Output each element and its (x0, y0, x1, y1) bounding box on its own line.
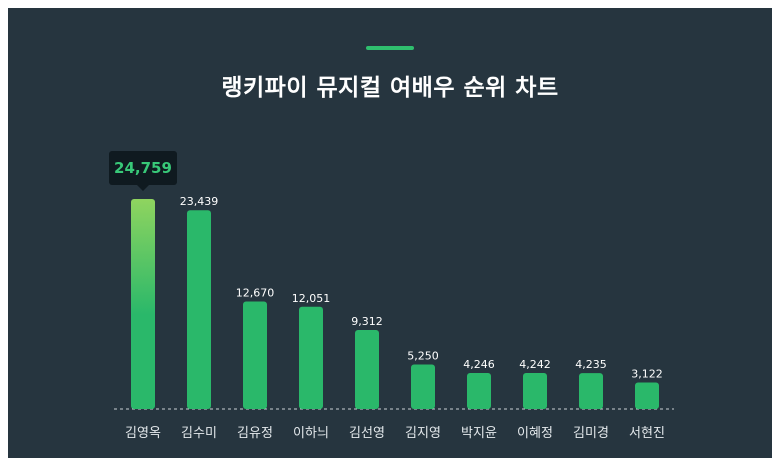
bar-5 (411, 364, 435, 409)
bar-7 (523, 373, 547, 409)
category-label: 김수미 (181, 426, 217, 441)
category-label: 이하늬 (293, 426, 329, 441)
tooltip-pointer (137, 185, 149, 191)
bar-8 (579, 373, 603, 409)
bar-value-label: 4,246 (463, 358, 495, 371)
bar-chart: 24,759 김영옥 23,439 김수미 12,670 김유정 12,051 이하늬 9,31… (109, 151, 674, 441)
category-label: 서현진 (629, 426, 665, 441)
category-label: 김선영 (349, 426, 385, 441)
bar-value-label: 23,439 (180, 195, 219, 208)
category-label: 김유정 (237, 426, 273, 441)
bar-value-label: 12,670 (236, 287, 275, 300)
bar-1 (187, 210, 211, 409)
category-label: 김미경 (573, 426, 609, 441)
title-accent-bar (366, 46, 414, 50)
bar-value-label: 4,242 (519, 358, 551, 371)
category-label: 김영옥 (125, 426, 161, 441)
bar-3 (299, 306, 323, 409)
category-label: 이혜정 (517, 426, 553, 441)
category-label: 김지영 (405, 426, 441, 441)
bar-4 (355, 330, 379, 409)
bar-value-label: 9,312 (351, 315, 383, 328)
bar-value-label: 3,122 (631, 368, 663, 381)
bar-0 (131, 199, 155, 409)
bar-2 (243, 301, 267, 409)
chart-panel: 랭키파이 뮤지컬 여배우 순위 차트 24,759 김영옥 23,439 김수미 12,… (8, 8, 772, 458)
highlight-value-label: 24,759 (114, 159, 172, 177)
category-label: 박지윤 (461, 426, 497, 441)
bar-6 (467, 372, 491, 409)
bar-value-label: 12,051 (292, 292, 331, 305)
bar-value-label: 5,250 (407, 349, 439, 362)
highlight-tooltip (109, 151, 177, 185)
chart-title: 랭키파이 뮤지컬 여배우 순위 차트 (221, 75, 559, 101)
bar-value-label: 4,235 (575, 358, 607, 371)
bar-9 (635, 382, 659, 409)
